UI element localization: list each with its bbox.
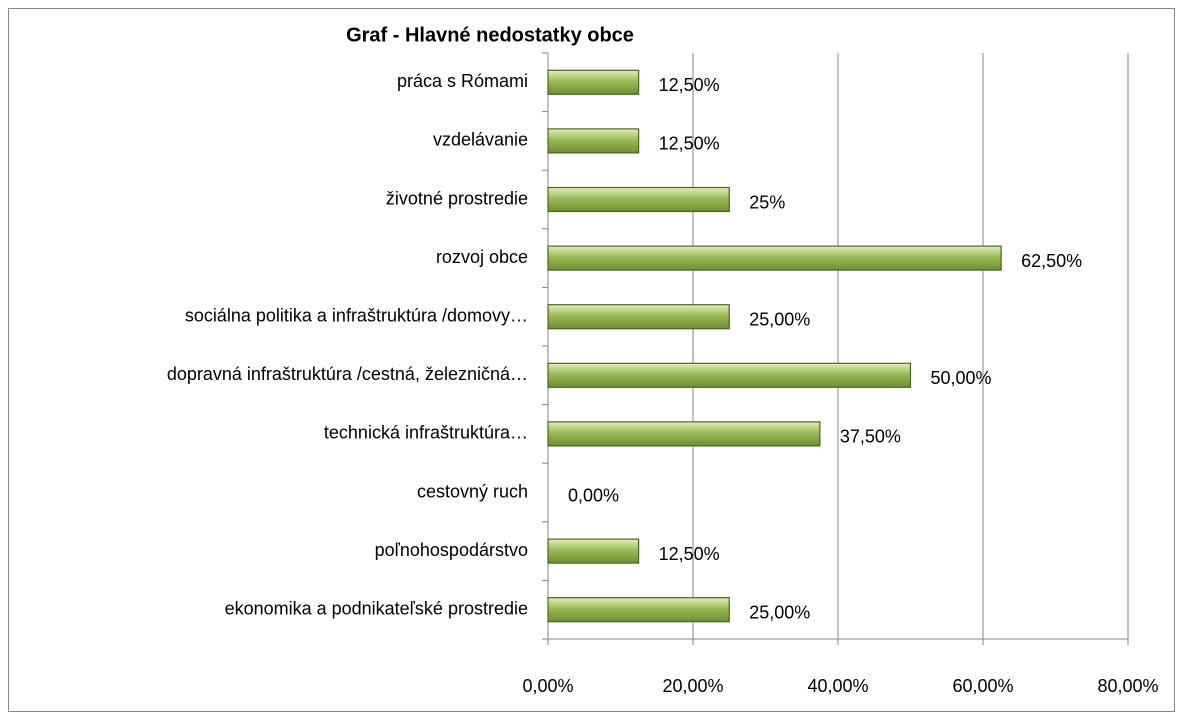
y-tick-label: ekonomika a podnikateľské prostredie (225, 598, 528, 618)
y-tick-label: práca s Rómami (397, 71, 528, 91)
y-tick-label: cestovný ruch (417, 481, 528, 501)
bar (547, 597, 730, 623)
x-tick-label: 0,00% (522, 676, 573, 696)
data-label: 12,50% (659, 544, 720, 564)
x-tick-label: 60,00% (952, 676, 1013, 696)
bar (547, 69, 640, 95)
bar (547, 538, 640, 564)
y-tick-label: rozvoj obce (436, 247, 528, 267)
y-tick-label: životné prostredie (386, 188, 528, 208)
y-tick-label: sociálna politika a infraštruktúra /domo… (185, 305, 528, 325)
data-label: 12,50% (659, 134, 720, 154)
x-tick-label: 40,00% (807, 676, 868, 696)
x-tick-label: 20,00% (662, 676, 723, 696)
data-label: 12,50% (659, 75, 720, 95)
data-label: 25,00% (749, 602, 810, 622)
data-label: 62,50% (1021, 251, 1082, 271)
chart-border (8, 8, 1175, 712)
bar (547, 362, 912, 388)
bar (547, 245, 1002, 271)
data-label: 0,00% (568, 485, 619, 505)
bar (547, 128, 640, 154)
y-tick-label: technická infraštruktúra… (324, 423, 528, 443)
bar (547, 304, 730, 330)
y-tick-label: vzdelávanie (433, 130, 528, 150)
data-label: 25% (749, 192, 785, 212)
y-tick-label: poľnohospodárstvo (375, 540, 528, 560)
chart-title: Graf - Hlavné nedostatky obce (346, 24, 634, 46)
x-tick-label: 80,00% (1097, 676, 1158, 696)
bar (547, 421, 821, 447)
data-label: 37,50% (840, 427, 901, 447)
data-label: 50,00% (931, 368, 992, 388)
data-label: 25,00% (749, 309, 810, 329)
y-tick-label: dopravná infraštruktúra /cestná, železni… (167, 364, 528, 384)
bar (547, 186, 730, 213)
